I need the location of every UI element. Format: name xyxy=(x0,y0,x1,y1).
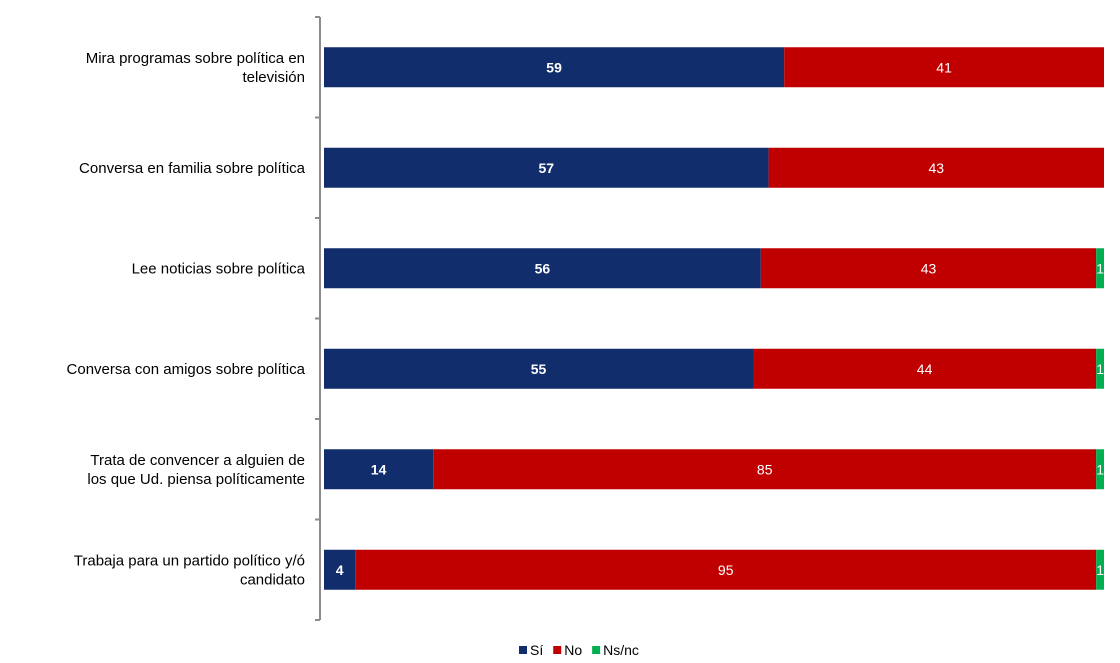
category-label: Mira programas sobre política en televisi… xyxy=(86,50,305,86)
data-label: 43 xyxy=(921,260,937,276)
bar-si-2 xyxy=(324,248,761,289)
bar-si-5 xyxy=(324,549,356,590)
data-label: 1 xyxy=(1096,461,1104,477)
data-label: 57 xyxy=(539,160,555,176)
legend: Sí No Ns/nc xyxy=(519,642,639,658)
data-label: 1 xyxy=(1096,361,1104,377)
bar-nsnc-2 xyxy=(1096,248,1104,289)
data-label: 1 xyxy=(1096,260,1104,276)
legend-label: Sí xyxy=(530,642,543,658)
data-label: 1 xyxy=(1096,562,1104,578)
bar-nsnc-4 xyxy=(1096,449,1104,490)
legend-swatch-si xyxy=(519,646,527,654)
data-label: 4 xyxy=(336,562,344,578)
category-label: Trata de convencer a alguien de los que U… xyxy=(87,452,305,488)
bar-si-3 xyxy=(324,348,753,389)
data-label: 44 xyxy=(917,361,933,377)
category-label: Lee noticias sobre política xyxy=(132,260,306,277)
bar-no-5 xyxy=(355,549,1097,590)
category-axis xyxy=(315,16,321,621)
data-label: 43 xyxy=(929,160,945,176)
data-label: 55 xyxy=(531,361,547,377)
bar-si-1 xyxy=(324,147,769,188)
data-label: 56 xyxy=(535,260,551,276)
data-label: 14 xyxy=(371,461,387,477)
legend-label: Ns/nc xyxy=(603,642,639,658)
legend-swatch-no xyxy=(553,646,562,654)
legend-label: No xyxy=(564,642,582,658)
legend-swatch-nsnc xyxy=(592,646,601,654)
data-label: 85 xyxy=(757,461,773,477)
bar-no-3 xyxy=(753,348,1097,389)
bar-nsnc-5 xyxy=(1096,549,1104,590)
category-label: Conversa con amigos sobre política xyxy=(67,361,306,378)
data-label: 41 xyxy=(936,59,952,75)
category-label: Conversa en familia sobre política xyxy=(79,160,306,177)
category-labels: Mira programas sobre política en televisi… xyxy=(67,50,306,589)
bar-no-0 xyxy=(784,47,1104,88)
bar-nsnc-3 xyxy=(1096,348,1104,389)
data-label: 95 xyxy=(718,562,734,578)
bar-si-4 xyxy=(324,449,434,490)
bar-no-2 xyxy=(760,248,1097,289)
bar-si-0 xyxy=(324,47,785,88)
data-label: 59 xyxy=(546,59,562,75)
bar-no-1 xyxy=(768,147,1104,188)
bar-no-4 xyxy=(433,449,1097,490)
category-label: Trabaja para un partido político y/ó cand… xyxy=(74,552,305,588)
